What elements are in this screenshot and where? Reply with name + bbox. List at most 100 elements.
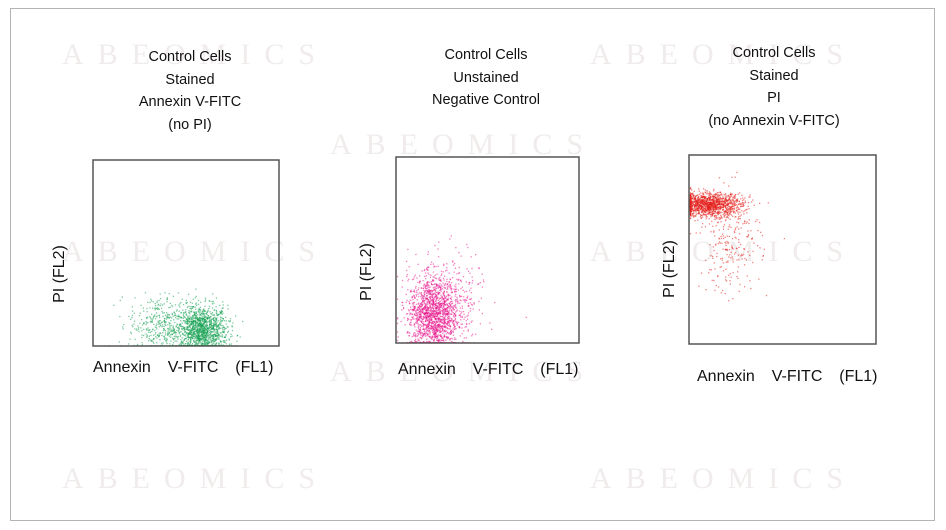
scatter-point (157, 304, 159, 306)
scatter-point (433, 303, 435, 305)
scatter-point (421, 309, 424, 311)
scatter-point (733, 203, 736, 206)
scatter-point (214, 335, 216, 337)
scatter-point (459, 294, 461, 297)
scatter-point (211, 318, 213, 321)
scatter-point (196, 331, 198, 333)
scatter-point (711, 205, 713, 207)
scatter-point (698, 213, 701, 215)
scatter-point (713, 210, 715, 212)
scatter-point (759, 202, 761, 204)
scatter-point (203, 319, 206, 322)
scatter-point (721, 233, 724, 235)
scatter-point (163, 335, 165, 338)
scatter-point (722, 206, 724, 208)
scatter-point (705, 214, 707, 216)
scatter-point (209, 330, 211, 332)
scatter-point (199, 320, 201, 322)
scatter-point (434, 330, 436, 332)
scatter-point (417, 335, 419, 337)
scatter-point (215, 328, 218, 330)
scatter-point (446, 330, 448, 332)
scatter-point (198, 308, 200, 310)
scatter-point (174, 331, 176, 333)
scatter-point (158, 314, 160, 317)
scatter-point (198, 333, 201, 335)
scatter-point (214, 338, 217, 341)
scatter-point (137, 328, 140, 330)
scatter-point (425, 302, 427, 305)
scatter-point (163, 303, 165, 305)
scatter-point (191, 331, 193, 334)
scatter-point (443, 292, 445, 294)
scatter-point (188, 333, 190, 335)
scatter-point (442, 339, 444, 341)
scatter-point (164, 337, 166, 339)
scatter-point (456, 273, 458, 275)
scatter-point (215, 310, 218, 312)
scatter-point (195, 341, 197, 343)
scatter-point (168, 332, 171, 334)
scatter-point (426, 313, 428, 316)
scatter-point (748, 222, 750, 225)
scatter-point (717, 206, 719, 209)
scatter-point (729, 208, 731, 210)
scatter-point (194, 311, 196, 313)
scatter-point (744, 209, 746, 212)
scatter-point (430, 274, 432, 276)
scatter-point (122, 328, 124, 330)
scatter-point (440, 279, 442, 281)
scatter-point (433, 333, 435, 335)
scatter-point (148, 331, 150, 333)
scatter-point (136, 343, 139, 346)
scatter-point (130, 332, 132, 335)
scatter-point (418, 316, 420, 319)
scatter-point (217, 338, 220, 340)
scatter-point (716, 192, 719, 194)
scatter-point (162, 304, 164, 306)
scatter-point (436, 335, 438, 338)
scatter-point (227, 304, 229, 306)
scatter-point (195, 303, 197, 305)
scatter-point (717, 201, 719, 204)
scatter-point (436, 328, 438, 331)
scatter-point (413, 301, 416, 304)
scatter-point (733, 197, 736, 199)
scatter-point (150, 298, 152, 300)
scatter-point (430, 307, 433, 309)
scatter-point (197, 319, 199, 321)
scatter-point (161, 344, 163, 346)
scatter-point (436, 284, 439, 286)
scatter-point (182, 332, 184, 334)
scatter-point (188, 337, 190, 339)
scatter-point (225, 327, 227, 330)
scatter-point (216, 324, 219, 327)
scatter-point (704, 206, 706, 208)
scatter-point (455, 286, 457, 288)
scatter-point (422, 299, 424, 301)
scatter-point (454, 299, 457, 302)
scatter-point (737, 203, 740, 205)
scatter-point (464, 300, 466, 302)
scatter-point (708, 211, 710, 213)
scatter-point (456, 278, 458, 280)
scatter-point (442, 310, 444, 312)
scatter-point (403, 308, 405, 310)
scatter-point (451, 318, 453, 321)
scatter-point (174, 332, 176, 334)
scatter-point (425, 275, 427, 277)
scatter-point (214, 320, 216, 322)
scatter-point (473, 303, 475, 305)
scatter-point (704, 211, 706, 213)
scatter-point (467, 314, 469, 316)
scatter-point (401, 301, 403, 304)
scatter-point (423, 321, 425, 323)
scatter-point (467, 318, 469, 320)
scatter-point (189, 318, 191, 321)
scatter-point (422, 333, 424, 336)
scatter-point (216, 335, 218, 338)
scatter-point (430, 299, 432, 301)
scatter-point (433, 296, 436, 299)
scatter-point (740, 206, 742, 208)
plot1-title-line: Annexin V-FITC (138, 94, 242, 110)
